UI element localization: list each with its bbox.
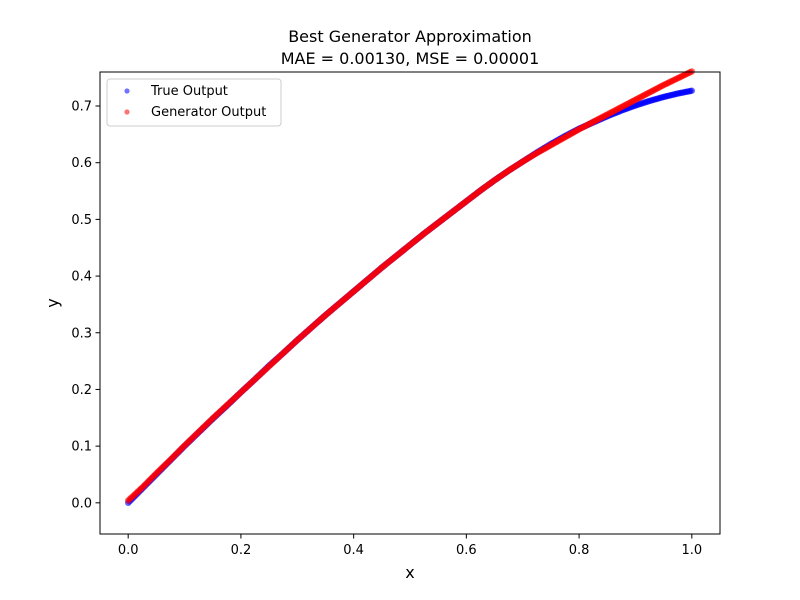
y-tick-label-0: 0.0 [71,496,92,511]
data-point-true-output-40 [688,87,696,94]
legend-box [106,78,282,127]
y-tick-label-1: 0.1 [71,440,92,455]
y-axis-label: y [43,298,62,307]
legend-label-generator-output: Generator Output [151,105,266,120]
y-tick-label-3: 0.3 [71,326,92,341]
legend-marker-generator-output [124,109,130,115]
x-tick-label-3: 0.6 [456,543,477,558]
plot-area [100,72,720,534]
x-axis-label: x [405,563,414,582]
plot-frame [99,71,721,535]
legend: True Output Generator Output [106,78,282,127]
legend-marker-true-output [124,88,130,94]
series-generator-output [124,68,696,504]
x-tick-label-4: 0.8 [569,543,590,558]
y-tick-label-5: 0.5 [71,213,92,228]
chart-subtitle: MAE = 0.00130, MSE = 0.00001 [281,49,540,68]
x-tick-label-0: 0.0 [118,543,139,558]
y-tick-label-2: 0.2 [71,383,92,398]
chart-title: Best Generator Approximation [288,27,532,46]
x-axis: 0.0 0.2 0.4 0.6 0.8 1.0 [118,534,702,558]
y-tick-label-7: 0.7 [71,100,92,115]
series-layer [124,68,696,507]
y-tick-label-6: 0.6 [71,156,92,171]
x-tick-label-1: 0.2 [231,543,252,558]
x-tick-label-2: 0.4 [343,543,364,558]
y-tick-label-4: 0.4 [71,270,92,285]
plot-background [100,72,720,534]
y-axis: 0.0 0.1 0.2 0.3 0.4 0.5 0.6 0.7 [71,100,100,511]
x-tick-label-5: 1.0 [681,543,702,558]
data-point-generator-output-40 [688,68,696,75]
legend-label-true-output: True Output [150,84,228,99]
